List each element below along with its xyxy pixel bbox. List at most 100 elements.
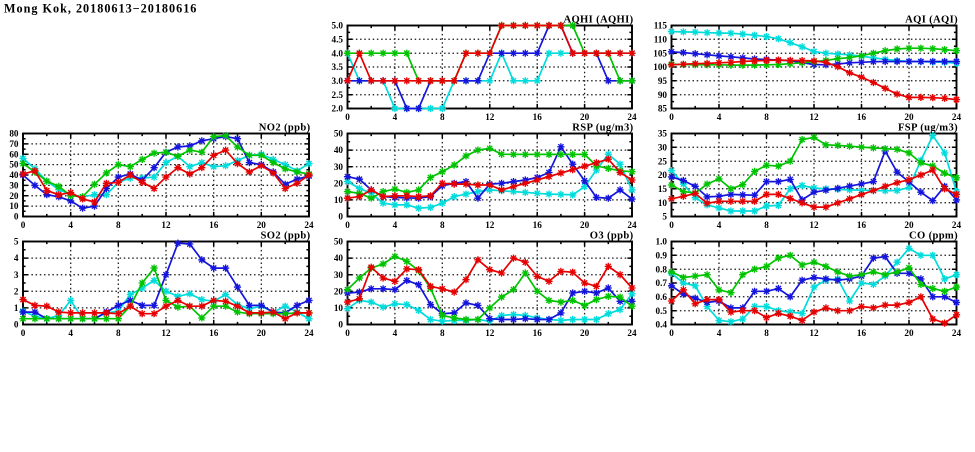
svg-text:10: 10 [658,198,668,208]
svg-text:0: 0 [669,220,674,230]
svg-text:16: 16 [209,328,219,338]
svg-text:30: 30 [334,270,344,280]
svg-text:12: 12 [161,220,171,230]
svg-text:0.4: 0.4 [656,320,668,330]
svg-text:12: 12 [161,328,171,338]
svg-text:80: 80 [9,129,19,139]
svg-text:16: 16 [857,328,867,338]
svg-text:0: 0 [14,212,19,222]
svg-text:0.5: 0.5 [656,306,668,316]
svg-text:8: 8 [440,112,445,122]
svg-text:10: 10 [334,195,344,205]
svg-text:4: 4 [393,112,398,122]
svg-text:0: 0 [338,212,343,222]
svg-text:35: 35 [658,129,668,139]
svg-text:110: 110 [654,34,668,44]
svg-text:2: 2 [14,286,19,296]
svg-text:12: 12 [809,328,819,338]
svg-text:25: 25 [658,156,668,166]
svg-text:RSP (ug/m3): RSP (ug/m3) [572,123,633,134]
svg-text:1.0: 1.0 [656,237,668,247]
svg-text:24: 24 [627,328,637,338]
svg-text:85: 85 [658,104,668,114]
svg-text:12: 12 [485,220,495,230]
svg-text:20: 20 [580,112,590,122]
svg-text:8: 8 [764,220,769,230]
svg-text:30: 30 [658,142,668,152]
svg-text:4.5: 4.5 [332,34,344,44]
svg-text:2.5: 2.5 [332,90,344,100]
svg-text:20: 20 [904,328,914,338]
svg-text:50: 50 [9,160,19,170]
svg-text:O3 (ppb): O3 (ppb) [590,231,634,242]
svg-text:100: 100 [653,62,667,72]
svg-text:0: 0 [345,328,350,338]
svg-text:30: 30 [9,181,19,191]
svg-text:16: 16 [857,220,867,230]
svg-text:24: 24 [952,112,962,122]
svg-text:5: 5 [14,237,19,247]
svg-text:0: 0 [669,112,674,122]
svg-text:FSP (ug/m3): FSP (ug/m3) [898,123,958,134]
svg-text:0.6: 0.6 [656,292,668,302]
svg-text:5.0: 5.0 [332,21,344,31]
svg-text:0: 0 [669,328,674,338]
svg-text:90: 90 [658,90,668,100]
svg-text:8: 8 [440,328,445,338]
svg-text:24: 24 [627,112,637,122]
svg-text:0: 0 [21,328,26,338]
svg-text:8: 8 [116,220,121,230]
svg-text:Mong Kok, 20180613−20180616: Mong Kok, 20180613−20180616 [4,2,197,16]
svg-text:8: 8 [764,328,769,338]
svg-text:0: 0 [14,320,19,330]
svg-text:0: 0 [345,220,350,230]
svg-text:0.7: 0.7 [656,278,668,288]
svg-text:20: 20 [334,178,344,188]
svg-text:40: 40 [9,170,19,180]
svg-text:5: 5 [662,212,667,222]
svg-text:16: 16 [857,112,867,122]
svg-text:1: 1 [14,303,19,313]
svg-text:12: 12 [809,220,819,230]
svg-text:3.5: 3.5 [332,62,344,72]
svg-text:20: 20 [334,286,344,296]
svg-text:4: 4 [717,328,722,338]
svg-text:20: 20 [580,220,590,230]
svg-text:50: 50 [334,129,344,139]
svg-text:24: 24 [952,328,962,338]
svg-text:0: 0 [338,320,343,330]
svg-text:20: 20 [904,220,914,230]
svg-text:95: 95 [658,76,668,86]
svg-text:16: 16 [533,328,543,338]
svg-text:NO2 (ppb): NO2 (ppb) [259,123,311,134]
svg-text:40: 40 [334,145,344,155]
svg-text:24: 24 [304,220,314,230]
svg-text:15: 15 [658,184,668,194]
svg-text:0.9: 0.9 [656,250,668,260]
svg-text:4: 4 [68,220,73,230]
svg-text:8: 8 [440,220,445,230]
svg-text:3: 3 [14,270,19,280]
svg-text:16: 16 [209,220,219,230]
svg-text:24: 24 [304,328,314,338]
svg-text:12: 12 [809,112,819,122]
svg-text:115: 115 [654,21,668,31]
svg-text:4: 4 [717,112,722,122]
svg-text:3.0: 3.0 [332,76,344,86]
svg-text:4: 4 [717,220,722,230]
svg-text:8: 8 [116,328,121,338]
svg-text:0: 0 [345,112,350,122]
svg-text:16: 16 [533,112,543,122]
svg-text:4: 4 [393,328,398,338]
svg-text:40: 40 [334,253,344,263]
svg-text:105: 105 [653,48,667,58]
svg-text:0: 0 [21,220,26,230]
svg-text:4: 4 [393,220,398,230]
svg-text:SO2 (ppb): SO2 (ppb) [261,231,311,242]
svg-text:20: 20 [257,220,267,230]
svg-text:60: 60 [9,149,19,159]
svg-text:20: 20 [658,170,668,180]
svg-text:AQI (AQI): AQI (AQI) [905,15,958,26]
svg-text:20: 20 [257,328,267,338]
svg-text:AQHI (AQHI): AQHI (AQHI) [563,15,633,26]
